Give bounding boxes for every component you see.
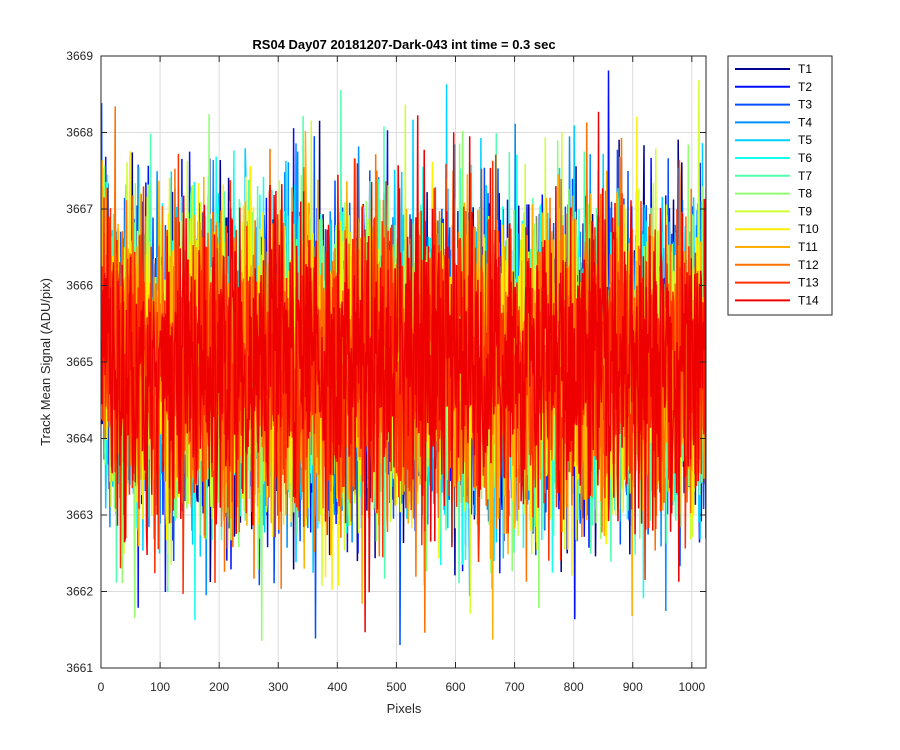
y-tick-label: 3661 [66, 661, 93, 675]
y-tick-label: 3668 [66, 126, 93, 140]
x-tick-label: 900 [623, 680, 643, 694]
x-tick-label: 800 [564, 680, 584, 694]
x-tick-label: 1000 [678, 680, 705, 694]
y-tick-label: 3665 [66, 355, 93, 369]
legend-label-t6: T6 [798, 151, 812, 165]
x-tick-label: 300 [268, 680, 288, 694]
legend: T1 T2 T3 T4 T5 T6 T7 T8 T9 T10 T11 T12 T13 T14 [728, 56, 832, 315]
legend-label-t4: T4 [798, 115, 812, 129]
legend-label-t3: T3 [798, 98, 812, 112]
x-tick-label: 700 [505, 680, 525, 694]
legend-label-t12: T12 [798, 258, 819, 272]
legend-label-t9: T9 [798, 204, 812, 218]
chart-title: RS04 Day07 20181207-Dark-043 int time = … [252, 37, 555, 52]
y-tick-label: 3663 [66, 508, 93, 522]
y-tick-label: 3669 [66, 49, 93, 63]
legend-label-t7: T7 [798, 169, 812, 183]
x-tick-label: 0 [98, 680, 105, 694]
y-tick-label: 3664 [66, 432, 93, 446]
legend-label-t13: T13 [798, 276, 819, 290]
y-axis-label: Track Mean Signal (ADU/pix) [38, 278, 53, 446]
x-tick-label: 500 [386, 680, 406, 694]
legend-label-t1: T1 [798, 62, 812, 76]
legend-label-t14: T14 [798, 293, 819, 307]
legend-label-t10: T10 [798, 222, 819, 236]
y-tick-label: 3667 [66, 202, 93, 216]
x-tick-label: 100 [150, 680, 170, 694]
x-axis-label: Pixels [387, 701, 422, 716]
legend-label-t2: T2 [798, 80, 812, 94]
legend-label-t5: T5 [798, 133, 812, 147]
legend-label-t11: T11 [798, 240, 818, 254]
x-tick-label: 200 [209, 680, 229, 694]
y-tick-label: 3666 [66, 279, 93, 293]
legend-label-t8: T8 [798, 187, 812, 201]
y-tick-label: 3662 [66, 585, 93, 599]
x-tick-label: 400 [327, 680, 347, 694]
x-tick-label: 600 [445, 680, 465, 694]
